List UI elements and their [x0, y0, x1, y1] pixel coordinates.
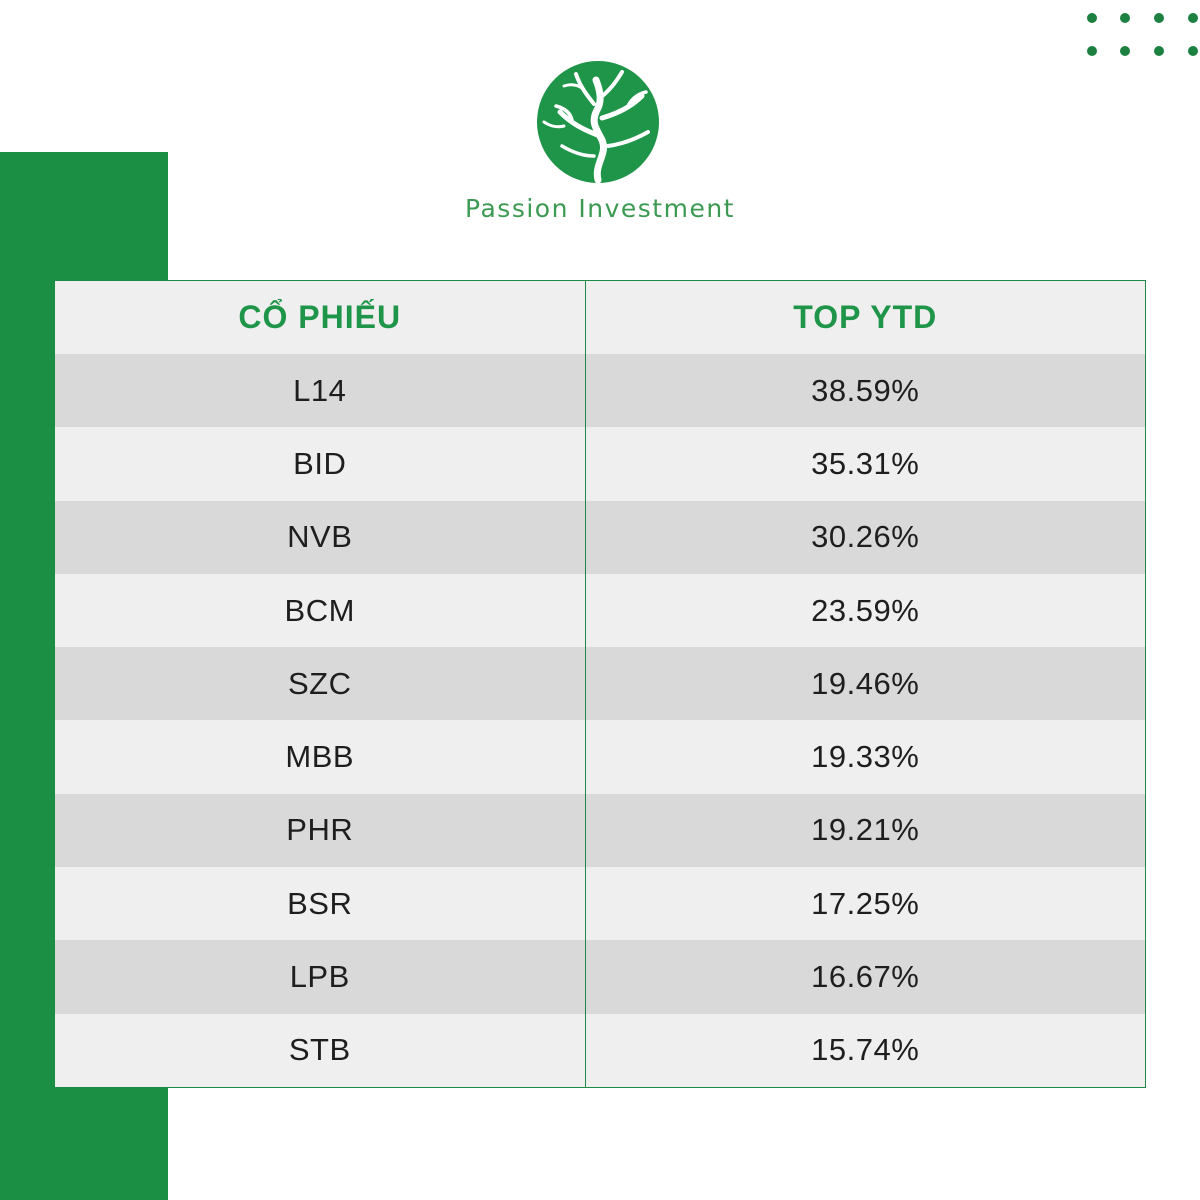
ytd-cell: 19.33%	[585, 720, 1145, 794]
tree-circle-icon	[537, 61, 659, 184]
brand-name: Passion Investment	[465, 194, 735, 223]
ticker-cell: BID	[55, 427, 586, 501]
table-row: PHR 19.21%	[55, 793, 1145, 868]
dot	[1120, 46, 1130, 56]
ticker-cell: MBB	[55, 720, 586, 794]
ytd-cell: 38.59%	[585, 354, 1145, 428]
ticker-cell: STB	[55, 1013, 586, 1087]
table-row: SZC 19.46%	[55, 647, 1145, 721]
ticker-cell: L14	[55, 354, 586, 428]
dot	[1154, 46, 1164, 56]
table-row: BID 35.31%	[55, 427, 1145, 501]
ytd-cell: 15.74%	[585, 1013, 1145, 1087]
table-row: L14 38.59%	[55, 354, 1145, 428]
ticker-cell: NVB	[55, 500, 586, 574]
ticker-cell: BCM	[55, 573, 586, 648]
table-row: BSR 17.25%	[55, 867, 1145, 941]
table-row: NVB 30.26%	[55, 500, 1145, 574]
ticker-cell: BSR	[55, 867, 586, 941]
table-row: BCM 23.59%	[55, 573, 1145, 648]
dot	[1188, 13, 1198, 23]
ytd-cell: 23.59%	[585, 573, 1145, 648]
header-ytd: TOP YTD	[585, 281, 1145, 354]
ytd-cell: 16.67%	[585, 940, 1145, 1014]
dot	[1154, 13, 1164, 23]
table-row: MBB 19.33%	[55, 720, 1145, 794]
stock-table-grid: CỔ PHIẾU TOP YTD L14 38.59% BID 35.31% N…	[55, 281, 1145, 1087]
stock-table: CỔ PHIẾU TOP YTD L14 38.59% BID 35.31% N…	[54, 280, 1146, 1088]
ticker-cell: SZC	[55, 647, 586, 721]
ticker-cell: LPB	[55, 940, 586, 1014]
dot	[1188, 46, 1198, 56]
brand-logo: Passion Investment	[436, 56, 764, 232]
table-row: LPB 16.67%	[55, 940, 1145, 1014]
ticker-cell: PHR	[55, 793, 586, 868]
decorative-dots	[1082, 8, 1200, 60]
ytd-cell: 30.26%	[585, 500, 1145, 574]
table-header-row: CỔ PHIẾU TOP YTD	[55, 281, 1145, 354]
ytd-cell: 35.31%	[585, 427, 1145, 501]
dot	[1087, 46, 1097, 56]
dot	[1120, 13, 1130, 23]
table-row: STB 15.74%	[55, 1013, 1145, 1087]
ytd-cell: 17.25%	[585, 867, 1145, 941]
dot	[1087, 13, 1097, 23]
ytd-cell: 19.21%	[585, 793, 1145, 868]
ytd-cell: 19.46%	[585, 647, 1145, 721]
header-ticker: CỔ PHIẾU	[55, 281, 586, 354]
